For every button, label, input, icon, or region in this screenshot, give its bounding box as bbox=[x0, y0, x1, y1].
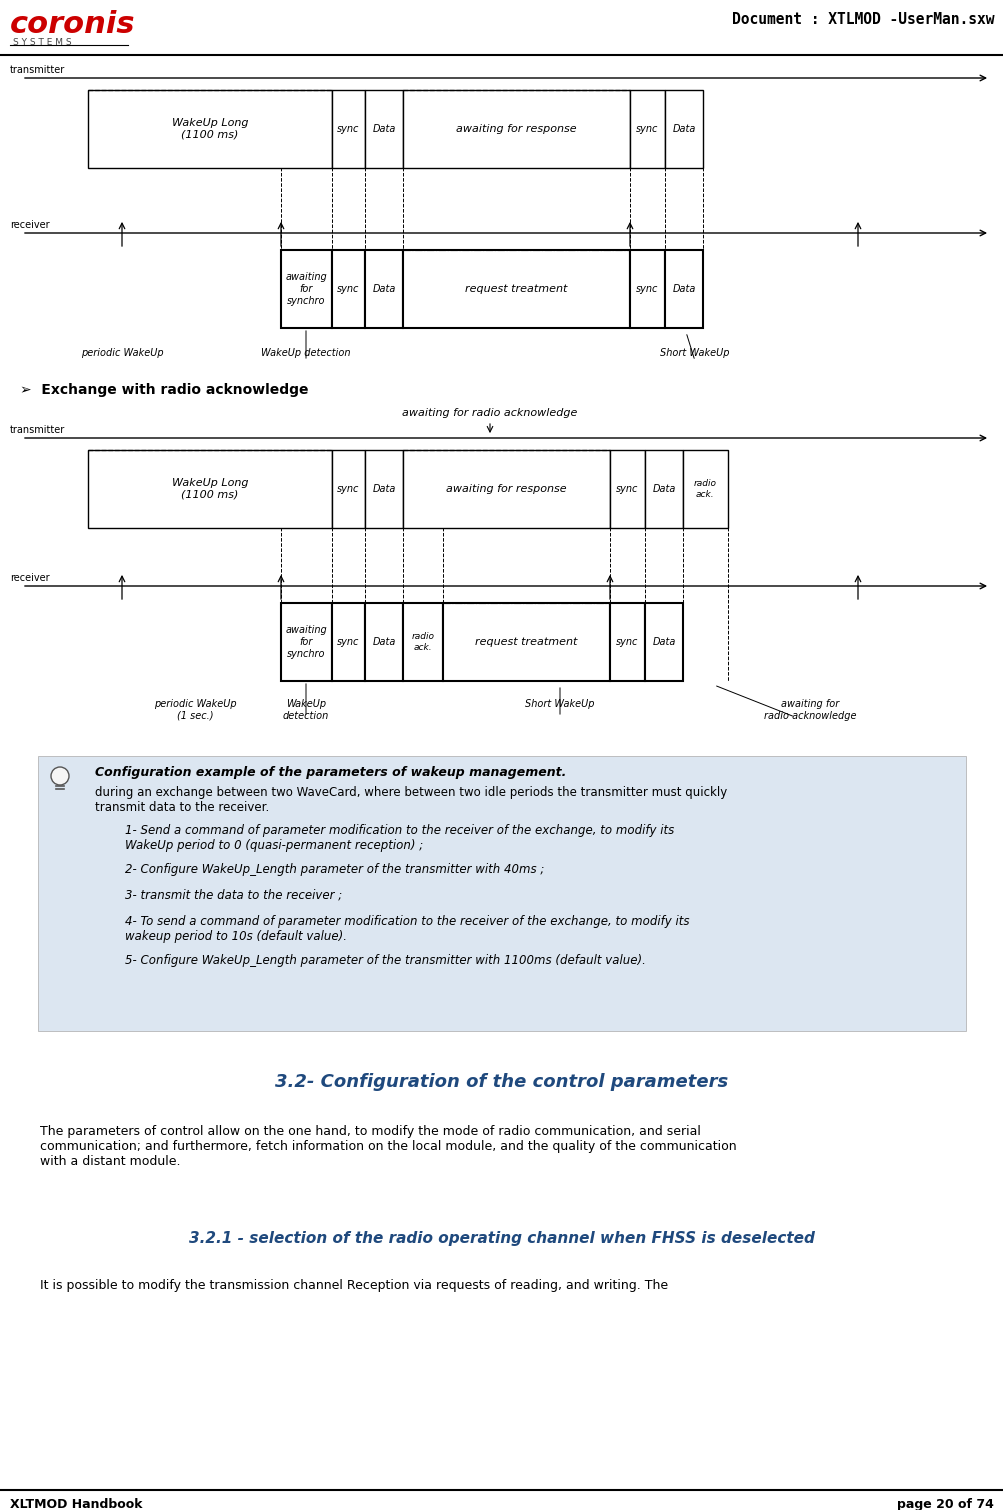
Bar bbox=[664, 91, 702, 168]
Bar bbox=[365, 450, 402, 528]
Text: WakeUp Long
(1100 ms): WakeUp Long (1100 ms) bbox=[172, 118, 248, 140]
Bar bbox=[332, 91, 365, 168]
Text: 5- Configure WakeUp_Length parameter of the transmitter with 1100ms (default val: 5- Configure WakeUp_Length parameter of … bbox=[125, 954, 645, 966]
Text: periodic WakeUp: periodic WakeUp bbox=[80, 347, 163, 358]
Text: radio
ack.: radio ack. bbox=[693, 479, 716, 498]
Text: sync: sync bbox=[635, 124, 658, 134]
Text: awaiting for radio acknowledge: awaiting for radio acknowledge bbox=[402, 408, 577, 418]
Text: sync: sync bbox=[635, 284, 658, 294]
Bar bbox=[610, 602, 644, 681]
Text: Document : XTLMOD -UserMan.sxw: Document : XTLMOD -UserMan.sxw bbox=[732, 12, 994, 27]
Text: It is possible to modify the transmission channel Reception via requests of read: It is possible to modify the transmissio… bbox=[40, 1279, 667, 1293]
Bar bbox=[402, 450, 610, 528]
Bar bbox=[644, 450, 682, 528]
Text: ➢  Exchange with radio acknowledge: ➢ Exchange with radio acknowledge bbox=[20, 384, 308, 397]
Bar bbox=[332, 251, 365, 328]
Text: 4- To send a command of parameter modification to the receiver of the exchange, : 4- To send a command of parameter modifi… bbox=[125, 915, 689, 944]
Bar bbox=[38, 757, 965, 1031]
Bar bbox=[88, 450, 332, 528]
Text: WakeUp
detection: WakeUp detection bbox=[283, 699, 329, 720]
Text: sync: sync bbox=[336, 637, 359, 646]
Text: 3.2.1 - selection of the radio operating channel when FHSS is deselected: 3.2.1 - selection of the radio operating… bbox=[189, 1231, 814, 1246]
Circle shape bbox=[51, 767, 69, 785]
Text: WakeUp detection: WakeUp detection bbox=[261, 347, 350, 358]
Bar bbox=[644, 602, 682, 681]
Bar bbox=[629, 251, 664, 328]
Bar bbox=[442, 602, 610, 681]
Text: sync: sync bbox=[336, 284, 359, 294]
Bar bbox=[402, 602, 442, 681]
Text: coronis: coronis bbox=[10, 11, 135, 39]
Text: awaiting for response: awaiting for response bbox=[455, 124, 576, 134]
Bar bbox=[682, 450, 727, 528]
Text: sync: sync bbox=[615, 637, 638, 646]
Text: sync: sync bbox=[336, 124, 359, 134]
Text: The parameters of control allow on the one hand, to modify the mode of radio com: The parameters of control allow on the o… bbox=[40, 1125, 736, 1169]
Bar bbox=[281, 251, 332, 328]
Text: Data: Data bbox=[672, 284, 695, 294]
Text: page 20 of 74: page 20 of 74 bbox=[897, 1498, 993, 1510]
Text: Data: Data bbox=[372, 637, 395, 646]
Bar bbox=[610, 450, 644, 528]
Text: receiver: receiver bbox=[10, 572, 49, 583]
Text: sync: sync bbox=[615, 485, 638, 494]
Text: Configuration example of the parameters of wakeup management.: Configuration example of the parameters … bbox=[95, 766, 566, 779]
Text: 2- Configure WakeUp_Length parameter of the transmitter with 40ms ;: 2- Configure WakeUp_Length parameter of … bbox=[125, 864, 544, 876]
Text: 3.2- Configuration of the control parameters: 3.2- Configuration of the control parame… bbox=[275, 1074, 728, 1092]
Text: XLTMOD Handbook: XLTMOD Handbook bbox=[10, 1498, 142, 1510]
Text: request treatment: request treatment bbox=[464, 284, 567, 294]
Text: during an exchange between two WaveCard, where between two idle periods the tran: during an exchange between two WaveCard,… bbox=[95, 787, 726, 814]
Text: Short WakeUp: Short WakeUp bbox=[525, 699, 594, 710]
Bar bbox=[365, 251, 402, 328]
Text: S Y S T E M S: S Y S T E M S bbox=[13, 38, 71, 47]
Text: Data: Data bbox=[672, 124, 695, 134]
Bar bbox=[332, 602, 365, 681]
Bar bbox=[402, 251, 629, 328]
Text: awaiting for
radio acknowledge: awaiting for radio acknowledge bbox=[763, 699, 856, 720]
Text: transmitter: transmitter bbox=[10, 65, 65, 76]
Text: awaiting
for
synchro: awaiting for synchro bbox=[285, 625, 327, 658]
Text: Data: Data bbox=[372, 124, 395, 134]
Text: sync: sync bbox=[336, 485, 359, 494]
Text: WakeUp Long
(1100 ms): WakeUp Long (1100 ms) bbox=[172, 479, 248, 500]
Text: awaiting for response: awaiting for response bbox=[445, 485, 566, 494]
Bar bbox=[88, 91, 332, 168]
Text: transmitter: transmitter bbox=[10, 424, 65, 435]
Text: 3- transmit the data to the receiver ;: 3- transmit the data to the receiver ; bbox=[125, 889, 342, 901]
Text: Short WakeUp: Short WakeUp bbox=[660, 347, 729, 358]
Bar bbox=[332, 450, 365, 528]
Bar bbox=[365, 602, 402, 681]
Bar bbox=[402, 91, 629, 168]
Bar bbox=[281, 602, 332, 681]
Bar bbox=[664, 251, 702, 328]
Bar bbox=[365, 91, 402, 168]
Text: request treatment: request treatment bbox=[474, 637, 577, 646]
Text: Data: Data bbox=[652, 637, 675, 646]
Text: radio
ack.: radio ack. bbox=[411, 633, 434, 652]
Text: awaiting
for
synchro: awaiting for synchro bbox=[285, 272, 327, 305]
Text: 1- Send a command of parameter modification to the receiver of the exchange, to : 1- Send a command of parameter modificat… bbox=[125, 824, 674, 852]
Text: Data: Data bbox=[372, 284, 395, 294]
Text: Data: Data bbox=[372, 485, 395, 494]
Text: Data: Data bbox=[652, 485, 675, 494]
Text: periodic WakeUp
(1 sec.): periodic WakeUp (1 sec.) bbox=[153, 699, 236, 720]
Bar bbox=[629, 91, 664, 168]
Text: receiver: receiver bbox=[10, 220, 49, 230]
